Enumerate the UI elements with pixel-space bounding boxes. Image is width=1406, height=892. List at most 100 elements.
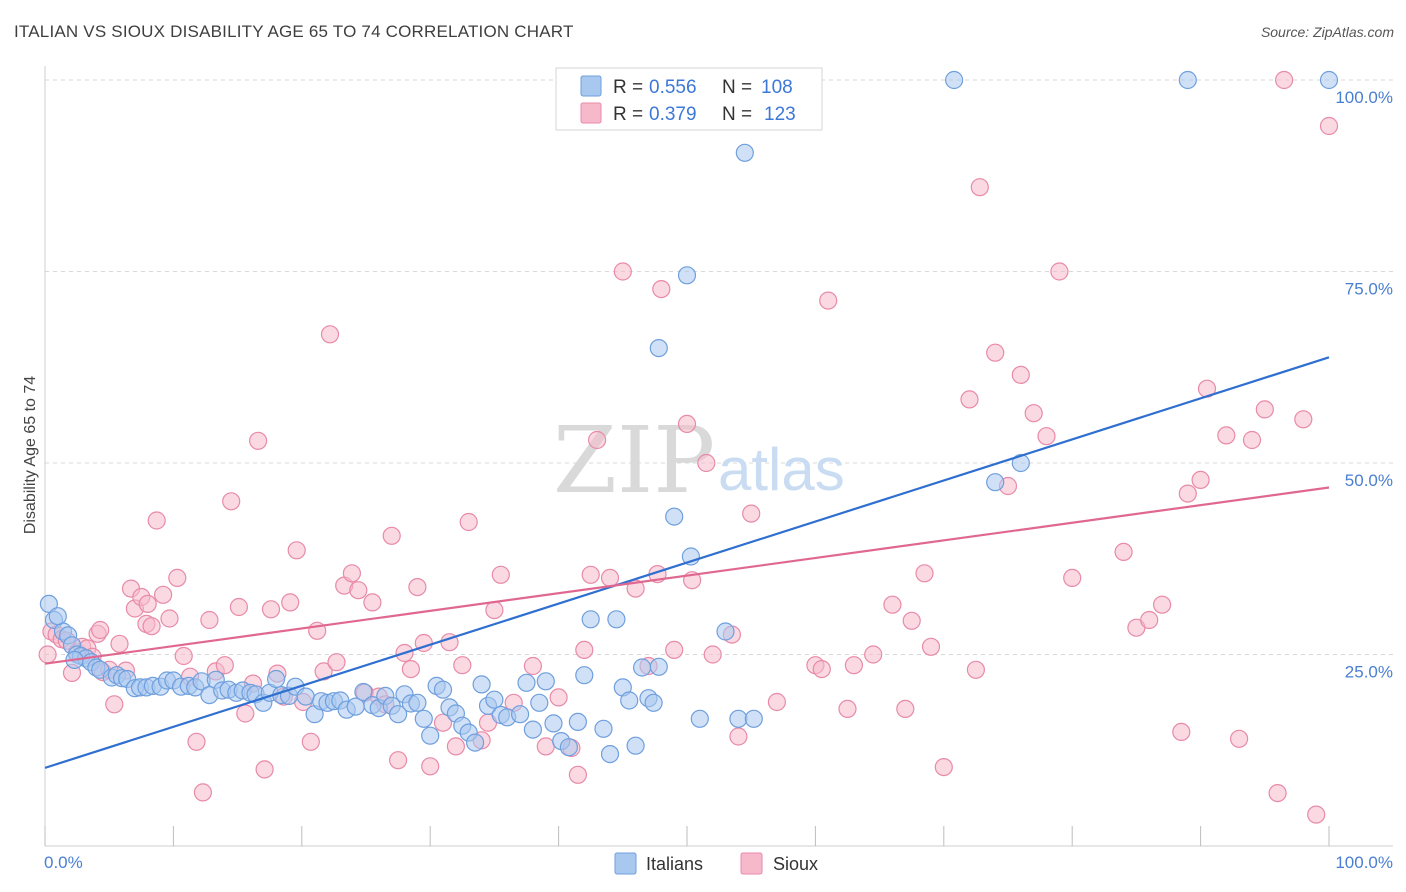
sioux-point xyxy=(154,585,173,604)
sioux-point xyxy=(229,597,248,617)
sioux-point xyxy=(485,600,504,620)
sioux-point xyxy=(729,727,748,746)
bottom-legend-swatch-italians xyxy=(614,852,637,875)
sioux-point xyxy=(342,564,361,583)
sioux-point xyxy=(1274,70,1294,90)
italians-point xyxy=(744,709,763,728)
sioux-point xyxy=(1255,400,1274,419)
italians-trend-line xyxy=(44,356,1330,769)
sioux-point xyxy=(819,291,838,310)
sioux-point xyxy=(697,453,716,473)
italians-point xyxy=(414,709,433,728)
italians-point xyxy=(729,709,748,728)
sioux-point xyxy=(1037,427,1056,446)
sioux-point xyxy=(1178,484,1197,503)
italians-point xyxy=(39,594,59,614)
italians-point xyxy=(944,70,964,90)
italians-point xyxy=(594,719,613,738)
italians-point xyxy=(716,622,735,641)
italians-point xyxy=(607,610,626,629)
sioux-point xyxy=(523,656,543,676)
sioux-point xyxy=(1229,729,1249,748)
italians-point xyxy=(559,738,579,757)
sioux-point xyxy=(1307,805,1326,824)
sioux-point xyxy=(138,594,157,614)
sioux-point xyxy=(193,783,212,802)
sioux-point xyxy=(459,512,478,532)
italians-point xyxy=(735,143,754,162)
sioux-point xyxy=(222,492,241,511)
italians-point xyxy=(544,714,563,733)
sioux-trend-line xyxy=(44,486,1330,665)
sioux-point xyxy=(200,610,219,630)
sioux-point xyxy=(453,656,472,675)
legend-italians-n-value: 108 xyxy=(761,77,793,98)
italians-point xyxy=(354,682,373,702)
sioux-point xyxy=(1319,116,1339,136)
italians-point xyxy=(408,693,427,712)
italians-point xyxy=(517,673,536,692)
legend-italians-r-value: 0.556 xyxy=(649,77,697,98)
sioux-point xyxy=(549,688,568,707)
chart-title: ITALIAN VS SIOUX DISABILITY AGE 65 TO 74… xyxy=(14,22,574,41)
sioux-point xyxy=(408,577,427,597)
legend-italians-n-label: N = xyxy=(722,77,752,98)
y-tick-label-2: 75.0% xyxy=(1345,280,1393,299)
sioux-point xyxy=(600,568,620,588)
sioux-point xyxy=(215,656,234,675)
watermark-atlas: atlas xyxy=(718,436,845,503)
bottom-legend-italians: Italians xyxy=(646,854,703,874)
y-tick-label-3: 100.0% xyxy=(1335,88,1393,107)
italians-point xyxy=(568,712,588,732)
y-tick-label-1: 50.0% xyxy=(1345,471,1393,490)
sioux-point xyxy=(1172,722,1191,742)
sioux-point xyxy=(902,611,921,630)
sioux-point xyxy=(421,757,440,776)
sioux-point xyxy=(1294,410,1313,429)
sioux-point xyxy=(249,431,268,450)
sioux-point xyxy=(896,699,915,719)
italians-point xyxy=(632,658,652,677)
bottom-legend-sioux: Sioux xyxy=(773,854,818,874)
sioux-point xyxy=(281,593,300,612)
sioux-point xyxy=(613,262,632,281)
legend-sioux-r-label: R = xyxy=(613,104,643,125)
axes xyxy=(44,66,1393,847)
sioux-point xyxy=(105,695,124,714)
sioux-point xyxy=(491,565,510,584)
sioux-point xyxy=(168,568,187,588)
italians-point xyxy=(649,339,668,358)
sioux-point xyxy=(1191,470,1210,489)
italians-point xyxy=(644,693,663,712)
y-tick-label-0: 25.0% xyxy=(1345,663,1393,682)
sioux-point xyxy=(320,325,340,344)
sioux-point xyxy=(677,414,697,433)
sioux-point xyxy=(38,645,57,664)
italians-point xyxy=(267,669,286,689)
sioux-point xyxy=(1268,783,1287,803)
sioux-point xyxy=(91,620,110,640)
sioux-point xyxy=(160,609,179,628)
y-tick-labels: 25.0% 50.0% 75.0% 100.0% xyxy=(1335,88,1393,682)
legend-sioux-n-label: N = xyxy=(722,104,752,125)
sioux-point xyxy=(883,595,902,614)
x-tick-label-min: 0.0% xyxy=(44,853,83,872)
y-axis-title: Disability Age 65 to 74 xyxy=(22,376,39,534)
italians-point xyxy=(690,709,709,728)
sioux-point xyxy=(301,732,320,751)
italians-point xyxy=(575,666,594,685)
sioux-point xyxy=(838,699,857,719)
sioux-point xyxy=(187,732,206,751)
sioux-point xyxy=(581,565,600,584)
legend-swatch-sioux xyxy=(580,102,602,124)
italians-point xyxy=(530,693,549,712)
sioux-point xyxy=(382,526,401,545)
italians-point xyxy=(389,705,408,724)
sioux-point xyxy=(767,692,787,712)
sioux-point xyxy=(287,541,306,560)
bottom-legend-swatch-sioux xyxy=(740,852,763,875)
sioux-point xyxy=(960,390,979,409)
sioux-point xyxy=(986,343,1005,362)
sioux-point xyxy=(915,564,934,583)
